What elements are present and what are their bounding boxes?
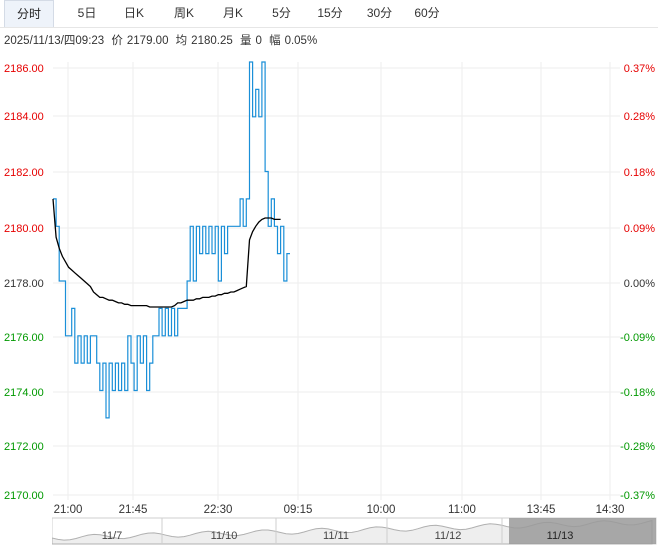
y-right-tick-label: -0.37% [620,490,655,502]
navigator-label: 11/13 [547,530,574,542]
tab-3[interactable]: 周K [173,6,194,20]
y-tick-label: 2182.00 [4,167,44,179]
y-tick-label: 2170.00 [4,490,44,502]
navigator-label: 11/11 [323,530,349,542]
y-tick-label: 2176.00 [4,332,44,344]
tab-0[interactable]: 分时 [4,0,54,27]
tab-6[interactable]: 15分 [317,6,343,20]
y-tick-label: 2180.00 [4,223,44,235]
y-right-tick-label: 0.28% [624,111,655,123]
tab-7[interactable]: 30分 [366,6,393,20]
info-change: 0.05% [284,35,318,47]
y-right-tick-label: -0.28% [620,441,655,453]
y-right-tick-label: 0.00% [624,278,655,290]
info-price-label: 价 [111,35,123,47]
info-datetime: 2025/11/13/四09:23 [4,35,105,47]
info-avg: 2180.25 [191,35,233,47]
info-avg-label: 均 [175,35,188,47]
tab-8[interactable]: 60分 [414,6,440,20]
navigator-selection [509,518,656,544]
y-right-tick-label: 0.18% [624,167,655,179]
time-navigator[interactable]: 11/7 11/10 11/11 11/12 11/13 [52,512,658,546]
navigator-label: 11/10 [211,530,238,542]
y-tick-label: 2186.00 [4,63,44,75]
y-tick-label: 2178.00 [4,278,44,290]
y-right-tick-label: -0.18% [620,387,655,399]
period-tabs: 分时 5日 日K 周K 月K 5分 15分 30分 60分 [0,0,658,28]
average-series-line [52,198,281,308]
tab-5[interactable]: 5分 [272,6,291,20]
navigator-label: 11/7 [102,530,123,542]
tab-2[interactable]: 日K [123,6,144,20]
y-right-tick-label: 0.09% [624,223,655,235]
info-volume: 0 [255,35,262,47]
info-change-label: 幅 [269,35,281,47]
y-tick-label: 2172.00 [4,441,44,453]
navigator-label: 11/12 [435,530,462,542]
y-tick-label: 2184.00 [4,111,44,123]
y-right-tick-label: 0.37% [624,63,655,75]
y-right-tick-label: -0.09% [620,332,655,344]
price-series-line [53,61,290,419]
tab-1[interactable]: 5日 [77,6,97,20]
y-tick-label: 2174.00 [4,387,44,399]
info-price: 2179.00 [126,35,169,47]
tab-4[interactable]: 月K [222,6,243,20]
info-volume-label: 量 [239,35,252,47]
